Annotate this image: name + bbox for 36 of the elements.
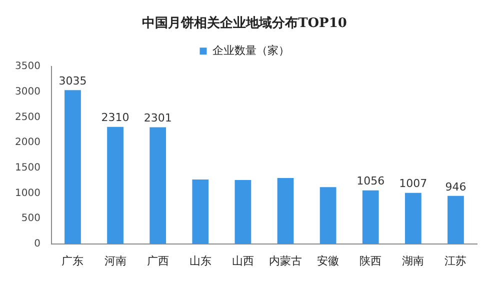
x-tick-label: 陕西 — [360, 254, 382, 268]
legend-label: 企业数量（家） — [212, 44, 290, 57]
x-tick-label: 湖南 — [402, 254, 424, 268]
x-tick-label: 安徽 — [317, 254, 340, 268]
data-label: 946 — [445, 180, 466, 194]
y-tick-label: 3500 — [14, 61, 40, 72]
y-tick-label: 500 — [21, 213, 40, 224]
y-tick-label: 1500 — [14, 162, 40, 174]
data-label: 1007 — [399, 177, 428, 190]
y-tick-label: 1000 — [14, 188, 40, 199]
data-label: 2310 — [101, 111, 130, 124]
y-tick-label: 3000 — [14, 86, 40, 98]
bar — [107, 126, 124, 244]
chart-title: 中国月饼相关企业地域分布TOP10 — [142, 15, 347, 32]
bar — [404, 192, 422, 244]
bar — [362, 190, 379, 244]
x-tick-label: 山东 — [189, 254, 212, 268]
bar — [448, 196, 464, 244]
bar — [277, 178, 294, 244]
bar — [64, 90, 81, 244]
data-label: 3035 — [58, 74, 87, 88]
bar — [192, 180, 209, 244]
bar — [234, 180, 252, 244]
y-tick-label: 2500 — [14, 112, 40, 123]
x-tick-label: 江苏 — [444, 254, 467, 268]
bar — [150, 127, 166, 244]
x-tick-label: 广东 — [62, 254, 84, 268]
x-tick-label: 广西 — [146, 254, 169, 268]
x-tick-label: 河南 — [104, 254, 126, 268]
x-tick-label: 山西 — [232, 254, 254, 268]
y-tick-label: 2000 — [14, 137, 40, 148]
data-label: 1056 — [356, 174, 385, 188]
bar — [320, 187, 336, 244]
data-label: 2301 — [144, 112, 172, 125]
y-tick-label: 0 — [34, 238, 40, 250]
x-tick-label: 内蒙古 — [269, 254, 302, 268]
